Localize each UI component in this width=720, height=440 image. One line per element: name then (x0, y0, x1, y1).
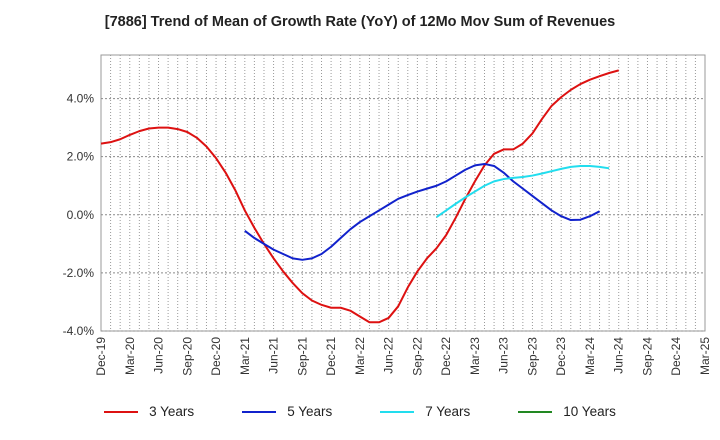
x-tick-label: Mar-22 (353, 337, 367, 375)
x-tick-label: Sep-24 (640, 337, 654, 376)
series-line-3 (435, 164, 610, 218)
legend: 3 Years 5 Years 7 Years 10 Years (0, 404, 720, 419)
x-tick-label: Dec-20 (209, 337, 223, 376)
x-tick-label: Mar-23 (468, 337, 482, 375)
x-tick-label: Mar-21 (238, 337, 252, 375)
legend-item: 10 Years (518, 404, 616, 419)
y-tick-label: -2.0% (63, 266, 95, 280)
legend-swatch (518, 410, 553, 413)
x-tick-label: Dec-21 (324, 337, 338, 376)
x-tick-label: Jun-22 (382, 337, 396, 374)
legend-swatch (104, 410, 139, 413)
x-tick-label: Dec-22 (439, 337, 453, 376)
x-tick-label: Dec-23 (554, 337, 568, 376)
legend-label: 3 Years (149, 404, 195, 419)
y-tick-label: 4.0% (67, 92, 95, 106)
legend-swatch (380, 410, 415, 413)
plot-background (100, 54, 706, 332)
series-line-1 (100, 69, 619, 324)
y-tick-label: 0.0% (67, 208, 95, 222)
x-tick-label: Dec-19 (94, 337, 108, 376)
x-tick-label: Jun-24 (612, 337, 626, 374)
x-axis: Dec-19 Mar-20 Jun-20 Sep-20 Dec-20 Mar-21 Jun-… (94, 337, 712, 376)
x-tick-label: Jun-20 (152, 337, 166, 374)
y-tick-label: -4.0% (63, 324, 95, 338)
series-line-2 (244, 162, 600, 261)
legend-label: 7 Years (425, 404, 471, 419)
legend-label: 10 Years (563, 404, 616, 419)
series-lines (100, 69, 619, 324)
legend-item: 5 Years (242, 404, 332, 419)
x-tick-label: Mar-20 (123, 337, 137, 375)
x-tick-label: Jun-23 (497, 337, 511, 374)
x-tick-label: Mar-24 (583, 337, 597, 375)
x-tick-label: Jun-21 (267, 337, 281, 374)
x-tick-label: Sep-23 (525, 337, 539, 376)
grid (101, 55, 705, 332)
x-tick-label: Mar-25 (698, 337, 712, 375)
y-tick-label: 2.0% (67, 150, 95, 164)
legend-swatch (242, 410, 277, 413)
x-tick-label: Sep-22 (410, 337, 424, 376)
x-tick-label: Sep-21 (295, 337, 309, 376)
x-tick-label: Sep-20 (180, 337, 194, 376)
y-axis: -4.0% -2.0% 0.0% 2.0% 4.0% (63, 92, 95, 338)
legend-item: 3 Years (104, 404, 194, 419)
legend-label: 5 Years (287, 404, 333, 419)
chart-title: [7886] Trend of Mean of Growth Rate (YoY… (104, 14, 616, 30)
legend-item: 7 Years (380, 404, 470, 419)
x-tick-label: Dec-24 (669, 337, 683, 376)
